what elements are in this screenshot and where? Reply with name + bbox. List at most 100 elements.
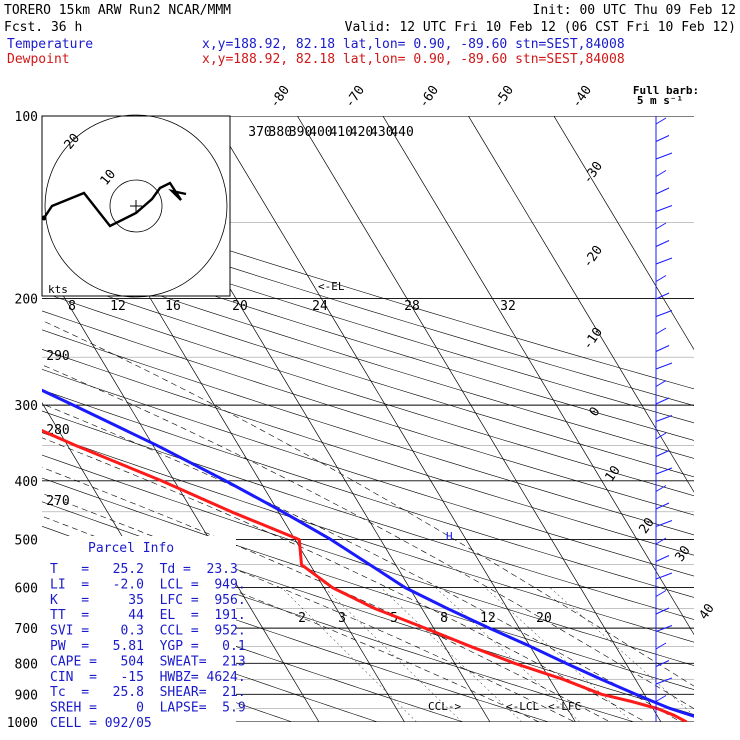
pressure-label-800: 800 — [15, 657, 38, 672]
parcel-info-background — [42, 536, 236, 722]
wind-scale-label: Full barb: — [633, 84, 699, 97]
dry-adiabat-label: 280 — [46, 423, 69, 438]
isotherm-label: -80 — [267, 83, 293, 111]
parcel-info-row: SREH = 0 LAPSE= 5.9 — [50, 701, 246, 716]
theta-label: 430 — [370, 125, 393, 140]
pressure-label-400: 400 — [15, 475, 38, 490]
dry-adiabat-300 — [42, 501, 694, 715]
dry-adiabat-260 — [42, 604, 379, 722]
isotherm-40 — [468, 116, 694, 493]
mixing-ratio-2 — [281, 587, 417, 722]
moist-adiabat-32 — [42, 320, 694, 687]
dewpoint-trace — [42, 429, 688, 722]
moist-adiabat-12 — [42, 493, 576, 722]
forecast-hour: Fcst. 36 h — [4, 20, 82, 35]
isotherm-label: -70 — [342, 83, 368, 111]
wind-barb — [655, 485, 667, 492]
pressure-label-700: 700 — [15, 622, 38, 637]
wind-barb — [655, 380, 667, 387]
parcel-info-row: T = 25.2 Td = 23.3 — [50, 562, 238, 577]
mixing-ratio-label: 3 — [338, 611, 346, 626]
moist-adiabat-20 — [42, 437, 647, 722]
parcel-info-row: TT = 44 EL = 191. — [50, 608, 246, 623]
isotherm-label: 10 — [602, 463, 623, 484]
dry-adiabat-340 — [42, 410, 694, 620]
wind-barb — [655, 625, 673, 632]
temperature-trace — [42, 388, 694, 718]
dry-adiabat-270 — [42, 577, 465, 722]
temperature-location: x,y=188.92, 82.18 lat,lon= 0.90, -89.60 … — [202, 37, 625, 52]
hodograph-ring-20 — [44, 114, 228, 298]
parcel-info-title: Parcel Info — [88, 541, 174, 556]
pressure-label-1000: 1000 — [7, 716, 38, 731]
sounding-annotations: <-EL H CCL-> <-LCL <-LFC — [318, 280, 581, 713]
wind-barb — [655, 362, 673, 370]
wind-barb — [655, 397, 670, 405]
annotation: <-LCL — [506, 700, 539, 713]
isotherm-label: 30 — [672, 543, 693, 564]
dewpoint-location: x,y=188.92, 82.18 lat,lon= 0.90, -89.60 … — [202, 52, 625, 67]
theta-label: 420 — [350, 125, 373, 140]
hodograph-trace — [43, 181, 187, 228]
parcel-info-row: LI = -2.0 LCL = 949. — [50, 577, 246, 592]
dry-adiabat-430 — [42, 238, 694, 441]
moist-adiabat-label: 12 — [110, 299, 126, 314]
wind-barb — [655, 135, 670, 142]
dry-adiabat-440 — [42, 222, 694, 424]
dry-adiabat-320 — [42, 454, 694, 666]
annotation: <-EL — [318, 280, 345, 293]
hodograph-units: kts — [48, 283, 68, 296]
wind-barb — [655, 502, 670, 510]
isotherm--20 — [42, 259, 320, 722]
dry-adiabat-450 — [42, 205, 694, 406]
wind-barb — [655, 222, 667, 230]
parcel-info-row: Tc = 25.8 SHEAR= 21. — [50, 685, 246, 700]
init-time: Init: 00 UTC Thu 09 Feb 12 — [533, 3, 737, 18]
theta-label: 370 — [248, 125, 271, 140]
hodograph-ring-10 — [109, 179, 163, 233]
mixing-ratio-12 — [484, 587, 633, 722]
dewpoint-legend: Dewpoint — [7, 52, 70, 67]
mixing-ratio-label: 5 — [390, 611, 398, 626]
pressure-label-200: 200 — [15, 292, 38, 307]
wind-barb — [655, 152, 673, 160]
pressure-label-100: 100 — [15, 110, 38, 125]
theta-label: 410 — [329, 125, 352, 140]
dry-adiabat-380 — [42, 329, 694, 536]
wind-scale-unit: 5 m s⁻¹ — [637, 94, 683, 107]
isotherm-30 — [382, 116, 694, 636]
mixing-ratio-label: 12 — [480, 611, 496, 626]
dry-adiabat-400 — [42, 291, 694, 497]
isotherm-label: 0 — [587, 404, 604, 419]
moist-adiabat-label: 16 — [165, 299, 181, 314]
wind-barb — [655, 537, 667, 545]
wind-barb — [655, 345, 670, 352]
isotherm-label: 40 — [696, 601, 717, 622]
wind-barbs: Full barb:5 m s⁻¹ — [633, 84, 699, 722]
wind-barb — [655, 642, 667, 650]
isotherm-label: -20 — [580, 243, 606, 271]
isotherm-label: -60 — [416, 83, 442, 111]
parcel-info-row: CELL = 092/05 — [50, 716, 152, 731]
wind-barb — [655, 310, 673, 317]
dry-adiabat-390 — [42, 310, 694, 516]
isotherm-20 — [297, 116, 662, 722]
isotherm-label: 20 — [636, 515, 657, 536]
annotation: CCL-> — [428, 700, 461, 713]
mixing-ratio-label: 2 — [298, 611, 306, 626]
pressure-label-900: 900 — [15, 688, 38, 703]
hodograph-frame — [41, 115, 231, 297]
dry-adiabat-310 — [42, 477, 694, 690]
valid-time: Valid: 12 UTC Fri 10 Feb 12 (06 CST Fri … — [345, 20, 736, 35]
theta-label: 380 — [269, 125, 292, 140]
dry-adiabat-label: 290 — [46, 349, 69, 364]
wind-barb — [655, 677, 673, 685]
dry-adiabat-370 — [42, 349, 694, 556]
wind-barb — [655, 292, 670, 300]
wind-barb — [655, 660, 670, 667]
dry-adiabat-330 — [42, 432, 694, 643]
dry-adiabat-label: 270 — [46, 494, 69, 509]
moist-adiabat-label: 24 — [312, 299, 328, 314]
sounding-traces — [42, 388, 694, 722]
